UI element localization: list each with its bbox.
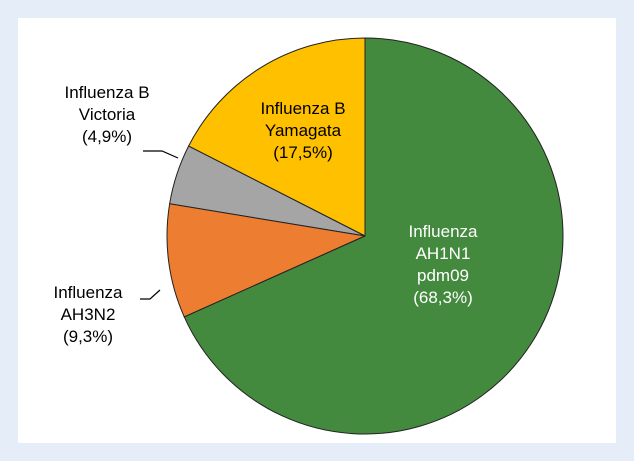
category-label: Influenza B Victoria	[64, 83, 150, 124]
leader-line	[140, 289, 161, 300]
pie-slice	[187, 37, 366, 237]
value-label: (68,3%)	[413, 288, 473, 307]
slice-label: Influenza B Yamagata (17,5%)	[260, 98, 345, 164]
slice-label: Influenza B Victoria (4,9%)	[64, 82, 149, 148]
value-label: (4,9%)	[81, 127, 133, 146]
leader-line	[143, 150, 179, 159]
slice-label: Influenza AH1N1 pdm09 (68,3%)	[409, 221, 478, 309]
value-label: (17,5%)	[273, 143, 333, 162]
slice-label: Influenza AH3N2 (9,3%)	[54, 282, 123, 348]
category-label: Influenza AH1N1 pdm09	[408, 222, 478, 285]
pie-slice	[166, 203, 367, 318]
category-label: Influenza AH3N2	[53, 283, 123, 324]
category-label: Influenza B Yamagata	[260, 99, 346, 140]
value-label: (9,3%)	[62, 327, 114, 346]
pie-slice	[183, 37, 564, 435]
